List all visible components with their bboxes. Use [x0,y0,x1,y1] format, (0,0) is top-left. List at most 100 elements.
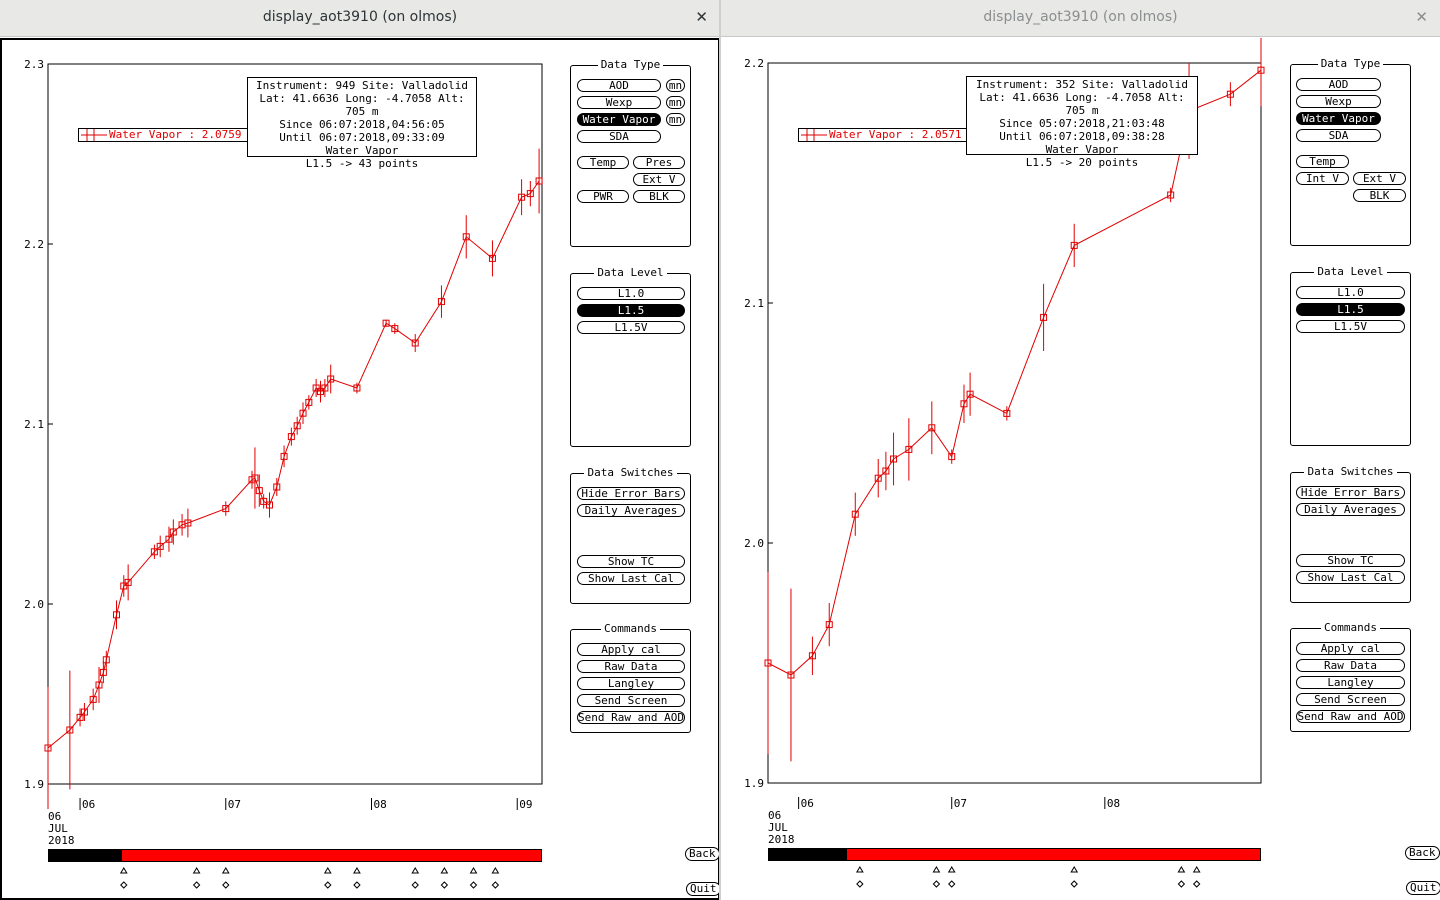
raw-data-button[interactable]: Raw Data [1296,659,1405,672]
data-point [305,398,313,406]
sda-button[interactable]: SDA [577,130,661,143]
y-tick-label: 1.9 [744,777,764,790]
hide-error-bars-button[interactable]: Hide Error Bars [577,487,685,500]
water-vapor-button[interactable]: Water Vapor [577,113,661,126]
show-last-cal-button[interactable]: Show Last Cal [1296,571,1405,584]
data-switches-title: Data Switches [584,466,677,479]
info-location: Lat: 41.6636 Long: -4.7058 Alt: 705 m [259,92,465,118]
right-client: 2.2 2.1 2.0 1.9 06 07 08 Water Vapor : 2.0571 … [721,38,1440,900]
data-point [327,375,335,383]
wexp-mn-button[interactable]: mn [666,96,685,109]
info-instrument: Instrument: 949 Site: Valladolid [256,79,468,92]
left-window: display_aot3910 (on olmos) ✕ 2.3 2.2 2.1 2.… [0,0,721,900]
back-button[interactable]: Back [1405,846,1440,860]
data-point [169,528,177,536]
plot-frame [47,63,543,785]
data-point [808,652,816,660]
data-point [825,621,833,629]
level-l15v-button[interactable]: L1.5V [577,321,685,334]
aod-mn-button[interactable]: mn [666,79,685,92]
langley-button[interactable]: Langley [577,677,685,690]
raw-data-button[interactable]: Raw Data [577,660,685,673]
daily-averages-button[interactable]: Daily Averages [1296,503,1405,516]
pwr-button[interactable]: PWR [577,190,629,203]
water-vapor-chart: 2.3 2.2 2.1 2.0 1.9 06 07 08 09 [24,58,543,811]
data-point [120,582,128,590]
data-point [287,433,295,441]
level-l10-button[interactable]: L1.0 [577,287,685,300]
level-l15-button[interactable]: L1.5 [577,304,685,317]
water-vapor-chart: 2.2 2.1 2.0 1.9 06 07 08 [744,38,1265,810]
daily-averages-button[interactable]: Daily Averages [577,504,685,517]
data-point [222,505,230,513]
x-tick-label: 09 [519,798,532,811]
show-tc-button[interactable]: Show TC [577,555,685,568]
send-screen-button[interactable]: Send Screen [1296,693,1405,706]
data-point [462,233,470,241]
blk-button[interactable]: BLK [633,190,685,203]
apply-cal-button[interactable]: Apply cal [1296,642,1405,655]
y-tick-label: 2.1 [744,297,764,310]
water-vapor-mn-button[interactable]: mn [666,113,685,126]
pres-button[interactable]: Pres [633,156,685,169]
legend: Water Vapor : 2.0571 ± [798,128,968,142]
send-screen-button[interactable]: Send Screen [577,694,685,707]
apply-cal-button[interactable]: Apply cal [577,643,685,656]
show-last-cal-button[interactable]: Show Last Cal [577,572,685,585]
date-year: 2018 [768,833,795,846]
data-point [874,474,882,482]
int-v-button[interactable]: Int V [1296,172,1349,185]
send-raw-aod-button[interactable]: Send Raw and AOD [1296,710,1405,723]
legend-marker-icon [801,129,827,141]
data-point [299,409,307,417]
quit-button[interactable]: Quit [1406,881,1440,895]
hide-error-bars-button[interactable]: Hide Error Bars [1296,486,1405,499]
ext-v-button[interactable]: Ext V [1353,172,1406,185]
quit-button[interactable]: Quit [686,882,721,896]
data-point [156,542,164,550]
y-tick-label: 2.1 [24,418,44,431]
commands-group: Commands Apply cal Raw Data Langley Send… [570,622,691,733]
close-icon[interactable]: ✕ [695,8,708,26]
level-l15v-button[interactable]: L1.5V [1296,320,1405,333]
data-point [66,726,74,734]
wexp-button[interactable]: Wexp [577,96,661,109]
right-titlebar[interactable]: display_aot3910 (on olmos) ✕ [721,0,1440,37]
left-titlebar[interactable]: display_aot3910 (on olmos) ✕ [0,0,720,37]
level-l15-button[interactable]: L1.5 [1296,303,1405,316]
data-point [411,339,419,347]
time-range-bar[interactable] [48,849,542,862]
aod-button[interactable]: AOD [577,79,661,92]
data-point [99,668,107,676]
info-since: Since 05:07:2018,21:03:48 [999,117,1165,130]
temp-button[interactable]: Temp [1296,155,1349,168]
info-product: Water Vapor [325,144,399,157]
water-vapor-button[interactable]: Water Vapor [1296,112,1381,125]
close-icon[interactable]: ✕ [1415,8,1428,26]
data-level-group: Data Level L1.0 L1.5 L1.5V [1290,265,1411,446]
time-range-elapsed [769,849,847,860]
wexp-button[interactable]: Wexp [1296,95,1381,108]
aod-button[interactable]: AOD [1296,78,1381,91]
level-l10-button[interactable]: L1.0 [1296,286,1405,299]
data-point [890,455,898,463]
x-tick-label: 07 [228,798,241,811]
blk-button[interactable]: BLK [1353,189,1406,202]
left-client: 2.3 2.2 2.1 2.0 1.9 06 07 08 09 Water Vapor : 2.… [0,38,721,900]
data-point [787,671,795,679]
show-tc-button[interactable]: Show TC [1296,554,1405,567]
temp-button[interactable]: Temp [577,156,629,169]
instrument-info-box: Instrument: 949 Site: Valladolid Lat: 41… [247,77,477,170]
data-point [124,578,132,586]
langley-button[interactable]: Langley [1296,676,1405,689]
data-point [851,510,859,518]
back-button[interactable]: Back [685,847,720,861]
commands-title: Commands [601,622,660,635]
send-raw-aod-button[interactable]: Send Raw and AOD [577,711,685,724]
time-range-bar[interactable] [768,848,1261,861]
data-type-title: Data Type [1317,57,1384,70]
ext-v-button[interactable]: Ext V [633,173,685,186]
sda-button[interactable]: SDA [1296,129,1381,142]
data-point [960,400,968,408]
data-point [280,452,288,460]
